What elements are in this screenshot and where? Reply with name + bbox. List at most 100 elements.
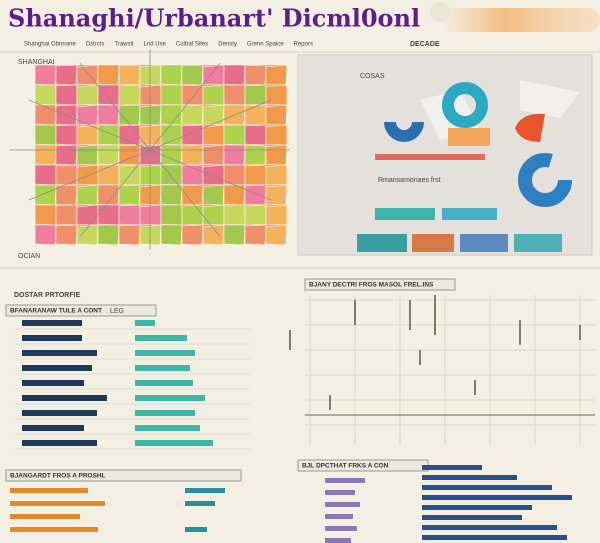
tile [442,208,497,220]
bar [135,350,195,356]
map-district [76,204,99,226]
map-district [55,164,78,186]
nav-item[interactable]: Grenn Spaice [247,42,284,48]
map-district [139,164,162,186]
map-district [244,224,267,246]
bar [22,410,97,416]
map-district [181,104,204,126]
bar [135,440,213,446]
donut [442,82,488,128]
bar [22,320,82,326]
map-district [34,144,57,166]
decor [520,80,580,118]
nav-item[interactable]: Repors [294,42,313,48]
map-district [118,184,141,206]
bar [422,465,482,470]
map-district [265,164,288,186]
map-district [76,184,99,206]
map-district [202,64,225,86]
donut [384,122,424,142]
map-road [149,149,221,237]
map-district [118,124,141,146]
bar [135,425,200,431]
tile [375,208,435,220]
map-road [28,149,151,201]
bar [422,525,557,530]
map-district [76,224,99,246]
map-district [118,64,141,86]
map-district [244,144,267,166]
map-district [97,124,120,146]
bar [22,365,92,371]
nav-item[interactable]: Shanghai Obnnane [24,42,76,48]
map-district [34,224,57,246]
bar [422,495,572,500]
decor [440,8,600,32]
bar [185,527,207,532]
decor [430,2,450,22]
panel-header [304,278,456,291]
map-district [34,124,57,146]
map-district [55,144,78,166]
map-district [244,124,267,146]
map-road [149,99,272,151]
map-district [223,64,246,86]
map-district [97,184,120,206]
bar [422,475,517,480]
map-district [97,144,120,166]
section-heading: DOSTAR PRTORFIE [14,292,81,299]
map-district [97,84,120,106]
nav-item[interactable]: Trawsit [114,42,133,48]
map-district [265,224,288,246]
bar [22,440,97,446]
bar [135,380,193,386]
map-district [97,64,120,86]
bar [325,526,357,531]
map-district [160,124,183,146]
strip [375,154,485,160]
panel-tag: LEG [110,308,124,315]
map-road [149,63,221,151]
bar [10,514,80,519]
nav-item[interactable]: Cultral Sites [176,42,208,48]
map-district [55,64,78,86]
bar [22,425,84,431]
panel-header [5,469,242,482]
map-district [55,204,78,226]
map-district [181,124,204,146]
map-district [160,204,183,226]
map-district [34,184,57,206]
bar [22,335,82,341]
map-district [139,224,162,246]
tile [460,234,508,252]
nav-item[interactable]: Dstrcts [86,42,105,48]
map-district [76,144,99,166]
map-district [244,64,267,86]
map-district [265,204,288,226]
nav-item[interactable]: Densty [218,42,237,48]
panel-title: BJANGARDT FROS A PROSHL [10,473,106,480]
tile [357,234,407,252]
panel-header [5,304,157,317]
map-district [223,224,246,246]
map-district [181,164,204,186]
map-district [265,144,288,166]
map-district [139,104,162,126]
map-district [139,144,162,166]
bar [422,505,532,510]
map-district [55,104,78,126]
map-road [79,63,151,151]
map-road [149,149,272,201]
map-district [55,84,78,106]
nav-item[interactable]: Lnd Use [144,42,167,48]
map-district [76,84,99,106]
map-district [181,204,204,226]
map-footer: OCIAN [18,253,40,260]
bar [10,501,105,506]
map-district [160,104,183,126]
bar [325,502,360,507]
page-title: Shanaghi/Urbanart' Dicml0onl [8,4,420,33]
shape [515,113,545,142]
map-district [160,84,183,106]
